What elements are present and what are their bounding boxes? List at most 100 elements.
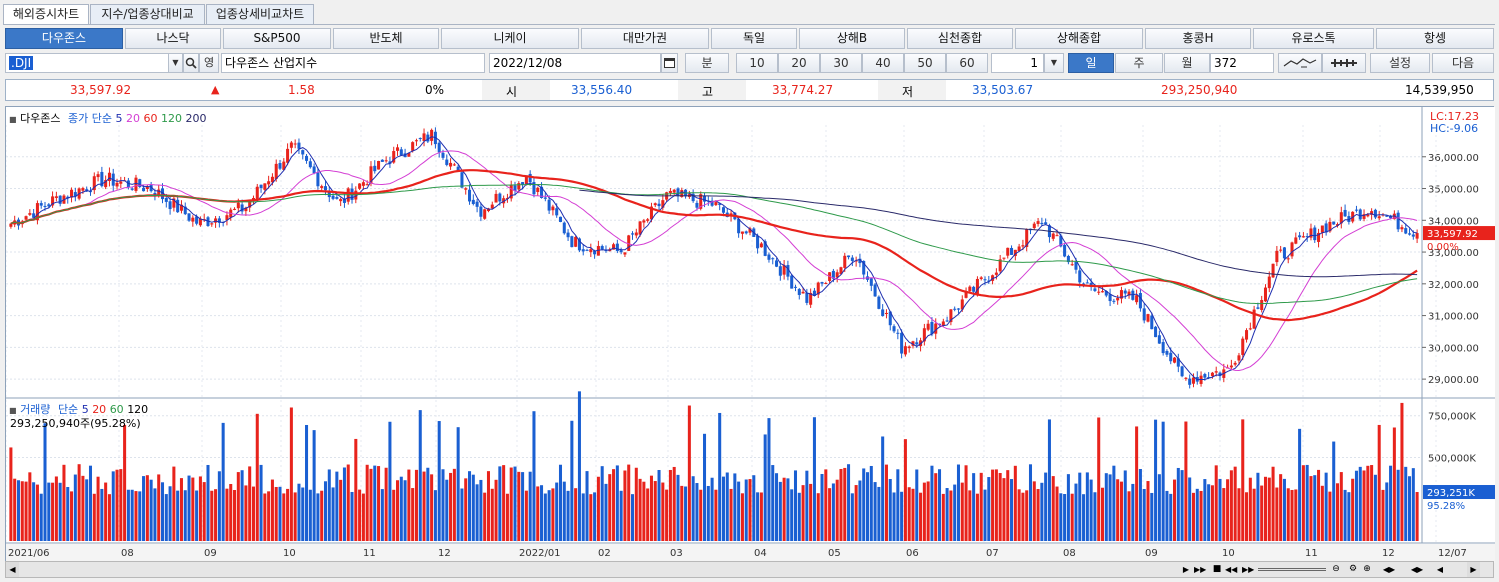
candle-body xyxy=(562,222,566,234)
volume-bar xyxy=(517,471,521,541)
volume-bar xyxy=(1100,487,1105,541)
volume-bar xyxy=(217,471,221,541)
search-icon[interactable] xyxy=(183,53,199,73)
market-button-shanghai-b[interactable]: 상해B xyxy=(799,28,905,49)
market-button-shanghai[interactable]: 상해종합 xyxy=(1015,28,1143,49)
market-button-nasdaq[interactable]: 나스닥 xyxy=(125,28,221,49)
volume-bar xyxy=(456,427,460,541)
zoom-out-icon[interactable]: ⊖ xyxy=(1332,564,1340,574)
volume-bar xyxy=(255,413,259,541)
volume-bar xyxy=(790,489,794,541)
date-tick-label: 04 xyxy=(754,548,767,559)
minute-unit-button[interactable]: 분 xyxy=(685,53,729,73)
candle-body xyxy=(1108,294,1112,302)
volume-bar xyxy=(1271,466,1275,541)
candle-body xyxy=(1320,225,1324,233)
candle-body xyxy=(797,289,801,295)
scroll-right-icon[interactable]: ▶ xyxy=(1467,562,1480,577)
count-field[interactable]: 372 xyxy=(1210,53,1274,73)
minute-50-button[interactable]: 50 xyxy=(904,53,946,73)
next-button[interactable]: 다음 xyxy=(1432,53,1494,73)
volume-bar xyxy=(737,481,741,541)
volume-bar xyxy=(812,417,816,541)
play-icon[interactable]: ▶ xyxy=(1182,565,1190,574)
chart-panel[interactable]: 36,000.00 35,000.00 34,000.00 33,000.00 32,0… xyxy=(5,106,1495,563)
stop-icon[interactable]: ■ xyxy=(1212,564,1222,574)
volume-bar xyxy=(1176,467,1180,541)
volume-bar xyxy=(593,492,597,541)
current-price-label: 33,597.92 xyxy=(1427,229,1478,240)
market-button-eurostoxx[interactable]: 유로스톡 xyxy=(1253,28,1374,49)
market-button-nikkei[interactable]: 니케이 xyxy=(441,28,579,49)
english-toggle-button[interactable]: 영 xyxy=(199,53,219,73)
gear-icon[interactable]: ⚙ xyxy=(1348,564,1358,574)
period-week-button[interactable]: 주 xyxy=(1115,53,1163,73)
candle-body xyxy=(695,202,699,208)
period-day-button[interactable]: 일 xyxy=(1068,53,1114,73)
date-field[interactable]: 2022/12/08 xyxy=(489,53,661,73)
market-button-hongkong-h[interactable]: 홍콩H xyxy=(1145,28,1251,49)
volume-bar xyxy=(134,491,138,541)
chart-type-candle-icon[interactable] xyxy=(1322,53,1366,73)
candle-body xyxy=(331,195,335,199)
volume-bar xyxy=(1298,428,1302,541)
minute-30-button[interactable]: 30 xyxy=(820,53,862,73)
volume-bar xyxy=(191,477,195,541)
candle-body xyxy=(979,277,983,279)
candle-body xyxy=(1332,221,1336,225)
volume-bar xyxy=(843,467,847,541)
market-button-hangseng[interactable]: 항셍 xyxy=(1376,28,1494,49)
end-arrows-icon[interactable]: ◀▶ xyxy=(1410,565,1424,574)
candle-body xyxy=(953,308,957,310)
minute-60-button[interactable]: 60 xyxy=(946,53,988,73)
market-button-taiwan[interactable]: 대만가권 xyxy=(581,28,709,49)
candle-body xyxy=(1237,355,1241,361)
rewind-icon[interactable]: ◀◀ xyxy=(1225,565,1238,574)
candle-body xyxy=(418,138,422,140)
chart-type-line-icon[interactable] xyxy=(1278,53,1322,73)
volume-bar xyxy=(873,482,877,541)
fast-forward-icon[interactable]: ▶▶ xyxy=(1194,565,1207,574)
volume-bar xyxy=(771,465,775,541)
scroll-left-icon[interactable]: ◀ xyxy=(6,562,19,577)
candle-body xyxy=(289,142,293,148)
scroll-back-icon[interactable]: ◀ xyxy=(1436,565,1444,574)
tab-index-compare[interactable]: 지수/업종상대비교 xyxy=(90,4,205,24)
market-button-semiconductor[interactable]: 반도체 xyxy=(333,28,439,49)
market-button-sp500[interactable]: S&P500 xyxy=(223,28,331,49)
market-button-dow[interactable]: 다우존스 xyxy=(5,28,123,49)
volume-bar xyxy=(1267,477,1271,541)
market-button-germany[interactable]: 독일 xyxy=(711,28,797,49)
step-dropdown-icon[interactable]: ▼ xyxy=(1044,53,1064,73)
symbol-dropdown-icon[interactable]: ▼ xyxy=(168,53,183,73)
horizontal-scrollbar[interactable]: ◀ ▶ ▶▶ ■ ◀◀ ▶▶ ⊖ ⚙ ⊕ ◀▶ ◀▶ ◀ ▶ xyxy=(5,561,1494,578)
tab-sector-detail[interactable]: 업종상세비교차트 xyxy=(206,4,314,24)
minute-40-button[interactable]: 40 xyxy=(862,53,904,73)
zoom-slider[interactable] xyxy=(1258,568,1326,571)
volume-bar xyxy=(1377,424,1381,541)
candle-body xyxy=(551,206,555,211)
candle-body xyxy=(206,217,210,226)
page-arrows-icon[interactable]: ◀▶ xyxy=(1382,565,1396,574)
step-field[interactable]: 1 xyxy=(991,53,1044,73)
candle-body xyxy=(1203,374,1207,378)
candle-body xyxy=(217,218,221,223)
settings-button[interactable]: 설정 xyxy=(1370,53,1430,73)
zoom-in-icon[interactable]: ⊕ xyxy=(1363,564,1371,574)
calendar-icon[interactable] xyxy=(661,53,678,73)
forward-icon[interactable]: ▶▶ xyxy=(1242,565,1255,574)
candle-body xyxy=(1154,326,1158,338)
price-volume-chart[interactable]: 36,000.00 35,000.00 34,000.00 33,000.00 32,0… xyxy=(6,107,1495,563)
date-tick-label: 09 xyxy=(1145,548,1158,559)
volume-bar xyxy=(945,488,949,541)
symbol-field[interactable]: .DJI xyxy=(5,53,169,73)
price-tick-label: 33,000.00 xyxy=(1428,248,1479,259)
minute-20-button[interactable]: 20 xyxy=(778,53,820,73)
volume-bar xyxy=(1339,472,1343,541)
period-month-button[interactable]: 월 xyxy=(1164,53,1210,73)
minute-10-button[interactable]: 10 xyxy=(736,53,778,73)
tab-overseas-chart[interactable]: 해외증시차트 xyxy=(3,4,89,25)
candle-body xyxy=(1036,221,1040,224)
market-button-shenzhen[interactable]: 심천종합 xyxy=(907,28,1013,49)
volume-bar xyxy=(695,483,699,541)
